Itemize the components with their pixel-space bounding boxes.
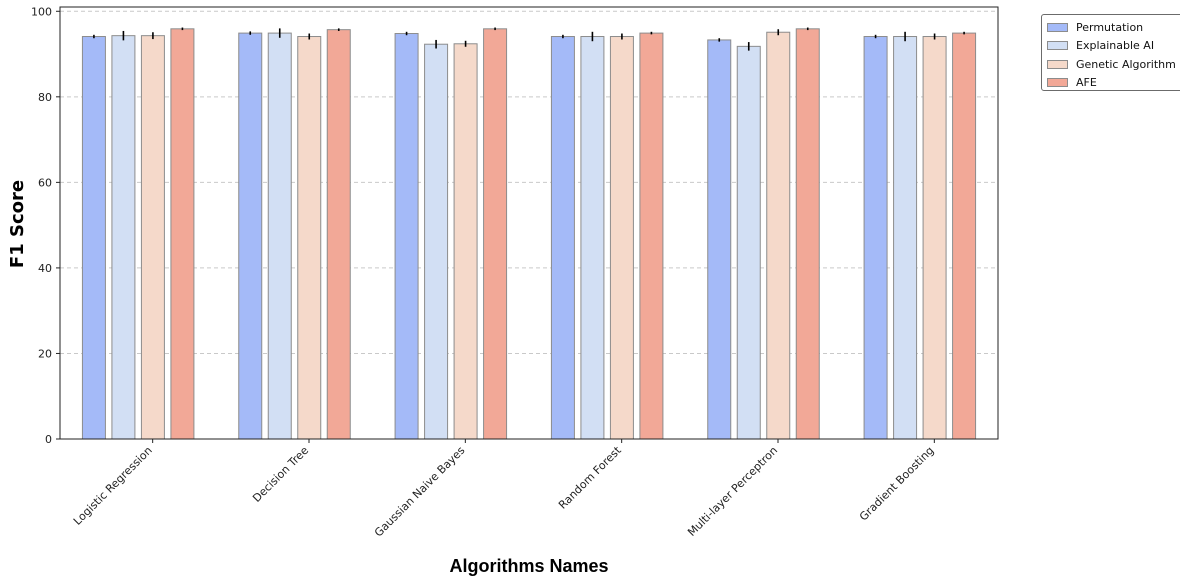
bar-afe [795,28,820,440]
plot-area-frame [59,6,999,440]
x-axis-ticks: Logistic Regression Decision Tree Gaussian… [71,439,936,539]
bar-permutation [394,33,419,440]
y-axis-ticks: 0 20 40 60 80 100 [31,5,60,446]
bars [81,28,977,440]
legend-label: Explainable AI [1076,39,1155,53]
legend-label: Genetic Algorithm [1076,57,1176,71]
y-tick-label: 60 [38,176,52,189]
bar-explainable-ai [736,45,761,440]
bar-afe [483,28,508,440]
x-tick-label: Multi-layer Perceptron [685,444,780,539]
bar-genetic-algorithm [297,36,322,440]
bar-genetic-algorithm [453,43,478,440]
bar-permutation [81,36,106,440]
y-tick-label: 40 [38,262,52,275]
x-tick-label: Random Forest [556,443,624,511]
legend-item: Explainable AI [1047,37,1180,56]
bar-permutation [550,36,575,440]
bar-afe [952,32,977,440]
y-tick-label: 20 [38,347,52,360]
gridlines [60,10,998,354]
legend-item: Permutation [1047,18,1180,37]
y-tick-label: 100 [31,5,52,18]
y-axis-label: F1 Score [7,180,28,268]
legend-label: Permutation [1076,20,1144,34]
bar-afe [170,28,195,440]
x-tick-label: Logistic Regression [71,444,155,528]
bar-afe [639,32,664,440]
legend-label: AFE [1076,76,1097,90]
bar-genetic-algorithm [140,35,165,440]
legend-swatch [1047,59,1068,69]
bar-genetic-algorithm [922,36,947,440]
bar-explainable-ai [111,35,136,440]
bar-genetic-algorithm [766,31,791,440]
x-axis-label: Algorithms Names [449,556,608,576]
bar-explainable-ai [580,36,605,440]
bar-genetic-algorithm [609,36,634,440]
bar-explainable-ai [267,32,292,440]
bar-permutation [238,32,263,440]
bar-explainable-ai [893,36,918,440]
error-bars [93,27,965,51]
legend-item: Genetic Algorithm [1047,55,1180,74]
x-tick-label: Decision Tree [250,444,311,505]
y-tick-label: 80 [38,91,52,104]
bar-permutation [863,36,888,440]
legend-item: AFE [1047,74,1180,93]
legend: Permutation Explainable AI Genetic Algorit… [1041,14,1180,91]
legend-swatch [1047,41,1068,51]
bar-afe [326,29,351,440]
bar-permutation [707,39,732,440]
bar-explainable-ai [424,43,449,440]
x-tick-label: Gradient Boosting [857,444,937,524]
x-tick-label: Gaussian Naive Bayes [372,444,468,540]
legend-swatch [1047,78,1068,88]
y-tick-label: 0 [45,433,52,446]
legend-swatch [1047,22,1068,32]
